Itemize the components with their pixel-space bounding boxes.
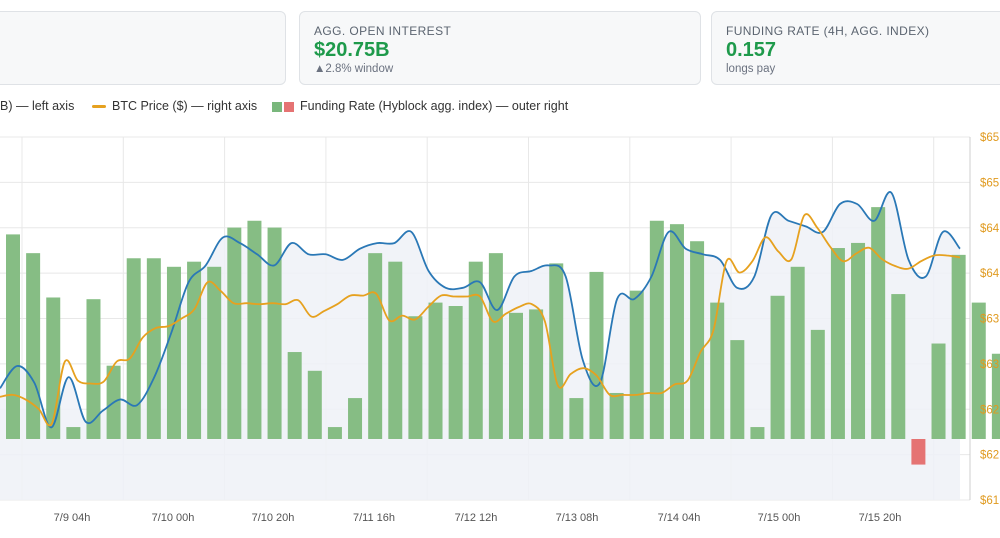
funding-bar: [991, 353, 1000, 439]
open-interest-change: ▲2.8% window: [314, 63, 394, 75]
btc-price-line: [0, 213, 961, 427]
right-tick-label: $63: [980, 359, 999, 371]
funding-bar: [790, 266, 805, 439]
legend-item-funding-rate[interactable]: Funding Rate (Hyblock agg. index) — oute…: [272, 99, 568, 113]
right-tick-label: $62: [980, 404, 999, 416]
funding-bar: [871, 207, 886, 439]
funding-bar: [327, 427, 342, 439]
funding-bar: [307, 370, 322, 439]
funding-bar: [891, 294, 906, 439]
funding-bar: [146, 258, 161, 439]
funding-rate-value: 0.157: [726, 39, 777, 61]
legend-label-price: BTC Price ($) — right axis: [112, 99, 258, 113]
stat-card-open-interest: AGG. OPEN INTEREST $20.75B ▲2.8% window: [299, 11, 701, 85]
funding-bar: [810, 329, 825, 439]
open-interest-label: AGG. OPEN INTEREST: [314, 24, 452, 38]
funding-bar: [6, 234, 20, 439]
right-tick-label: $65: [980, 177, 999, 189]
funding-bar: [851, 242, 866, 439]
funding-bar: [951, 254, 966, 439]
stat-card-partial: [0, 11, 286, 85]
legend-swatch-funding-pos: [272, 101, 282, 112]
funding-bar: [26, 253, 41, 439]
funding-bar: [348, 398, 363, 439]
legend-swatch-price: [92, 105, 106, 109]
funding-bar: [931, 343, 946, 439]
funding-bar: [66, 427, 81, 439]
funding-bar: [529, 309, 544, 439]
right-tick-label: $64: [980, 268, 1000, 280]
x-tick-label: 7/10 20h: [252, 512, 295, 524]
funding-bar: [609, 392, 624, 439]
funding-bar: [187, 261, 202, 439]
x-tick-label: 7/10 00h: [152, 512, 195, 524]
funding-bar: [509, 312, 523, 439]
funding-bar: [830, 248, 845, 439]
open-interest-value: $20.75B: [314, 39, 390, 61]
funding-bar: [669, 224, 684, 439]
funding-bar: [227, 227, 242, 439]
funding-bar: [750, 427, 765, 439]
funding-bar: [428, 302, 443, 439]
funding-bar: [287, 352, 302, 439]
legend-item-btc-price[interactable]: BTC Price ($) — right axis: [92, 99, 257, 113]
right-tick-label: $64: [980, 223, 1000, 235]
funding-bar: [911, 439, 926, 465]
funding-bar: [368, 253, 383, 439]
x-tick-label: 7/13 08h: [556, 512, 599, 524]
x-tick-label: 7/11 16h: [353, 512, 395, 524]
funding-bar: [207, 266, 222, 439]
right-tick-label: $63: [980, 314, 999, 326]
x-tick-label: 7/15 00h: [758, 512, 801, 524]
funding-bar: [770, 295, 785, 439]
x-tick-label: 7/9 04h: [54, 512, 91, 524]
funding-rate-label: FUNDING RATE (4H, AGG. INDEX): [726, 24, 930, 38]
funding-bar: [408, 316, 423, 439]
funding-bar: [267, 227, 282, 439]
funding-bar: [166, 266, 181, 439]
x-tick-label: 7/14 04h: [658, 512, 701, 524]
funding-bar: [388, 261, 403, 439]
legend-swatch-funding-neg: [284, 101, 294, 112]
right-tick-label: $65: [980, 132, 999, 144]
legend-label-oi: B) — left axis: [0, 99, 75, 113]
right-tick-label: $62: [980, 450, 999, 462]
funding-bar: [710, 302, 725, 439]
legend-label-funding: Funding Rate (Hyblock agg. index) — oute…: [300, 99, 569, 113]
x-tick-label: 7/15 20h: [859, 512, 902, 524]
funding-bar: [589, 271, 604, 439]
funding-bar: [730, 340, 745, 439]
x-tick-label: 7/12 12h: [455, 512, 498, 524]
right-tick-label: $61: [980, 495, 999, 507]
funding-rate-sub: longs pay: [726, 63, 776, 75]
legend-item-oi[interactable]: B) — left axis: [0, 99, 74, 113]
funding-bar: [649, 220, 664, 439]
funding-bar: [569, 398, 584, 439]
funding-bar: [488, 253, 503, 439]
funding-bar: [86, 299, 101, 439]
funding-bar: [468, 261, 483, 439]
funding-bar: [448, 306, 463, 439]
funding-bar: [690, 241, 705, 439]
funding-bar: [971, 302, 986, 439]
funding-bar: [549, 263, 564, 439]
funding-bar: [247, 220, 262, 439]
funding-bar: [126, 258, 141, 439]
stat-card-funding-rate: FUNDING RATE (4H, AGG. INDEX) 0.157 long…: [711, 11, 1000, 85]
funding-bar: [629, 290, 644, 439]
